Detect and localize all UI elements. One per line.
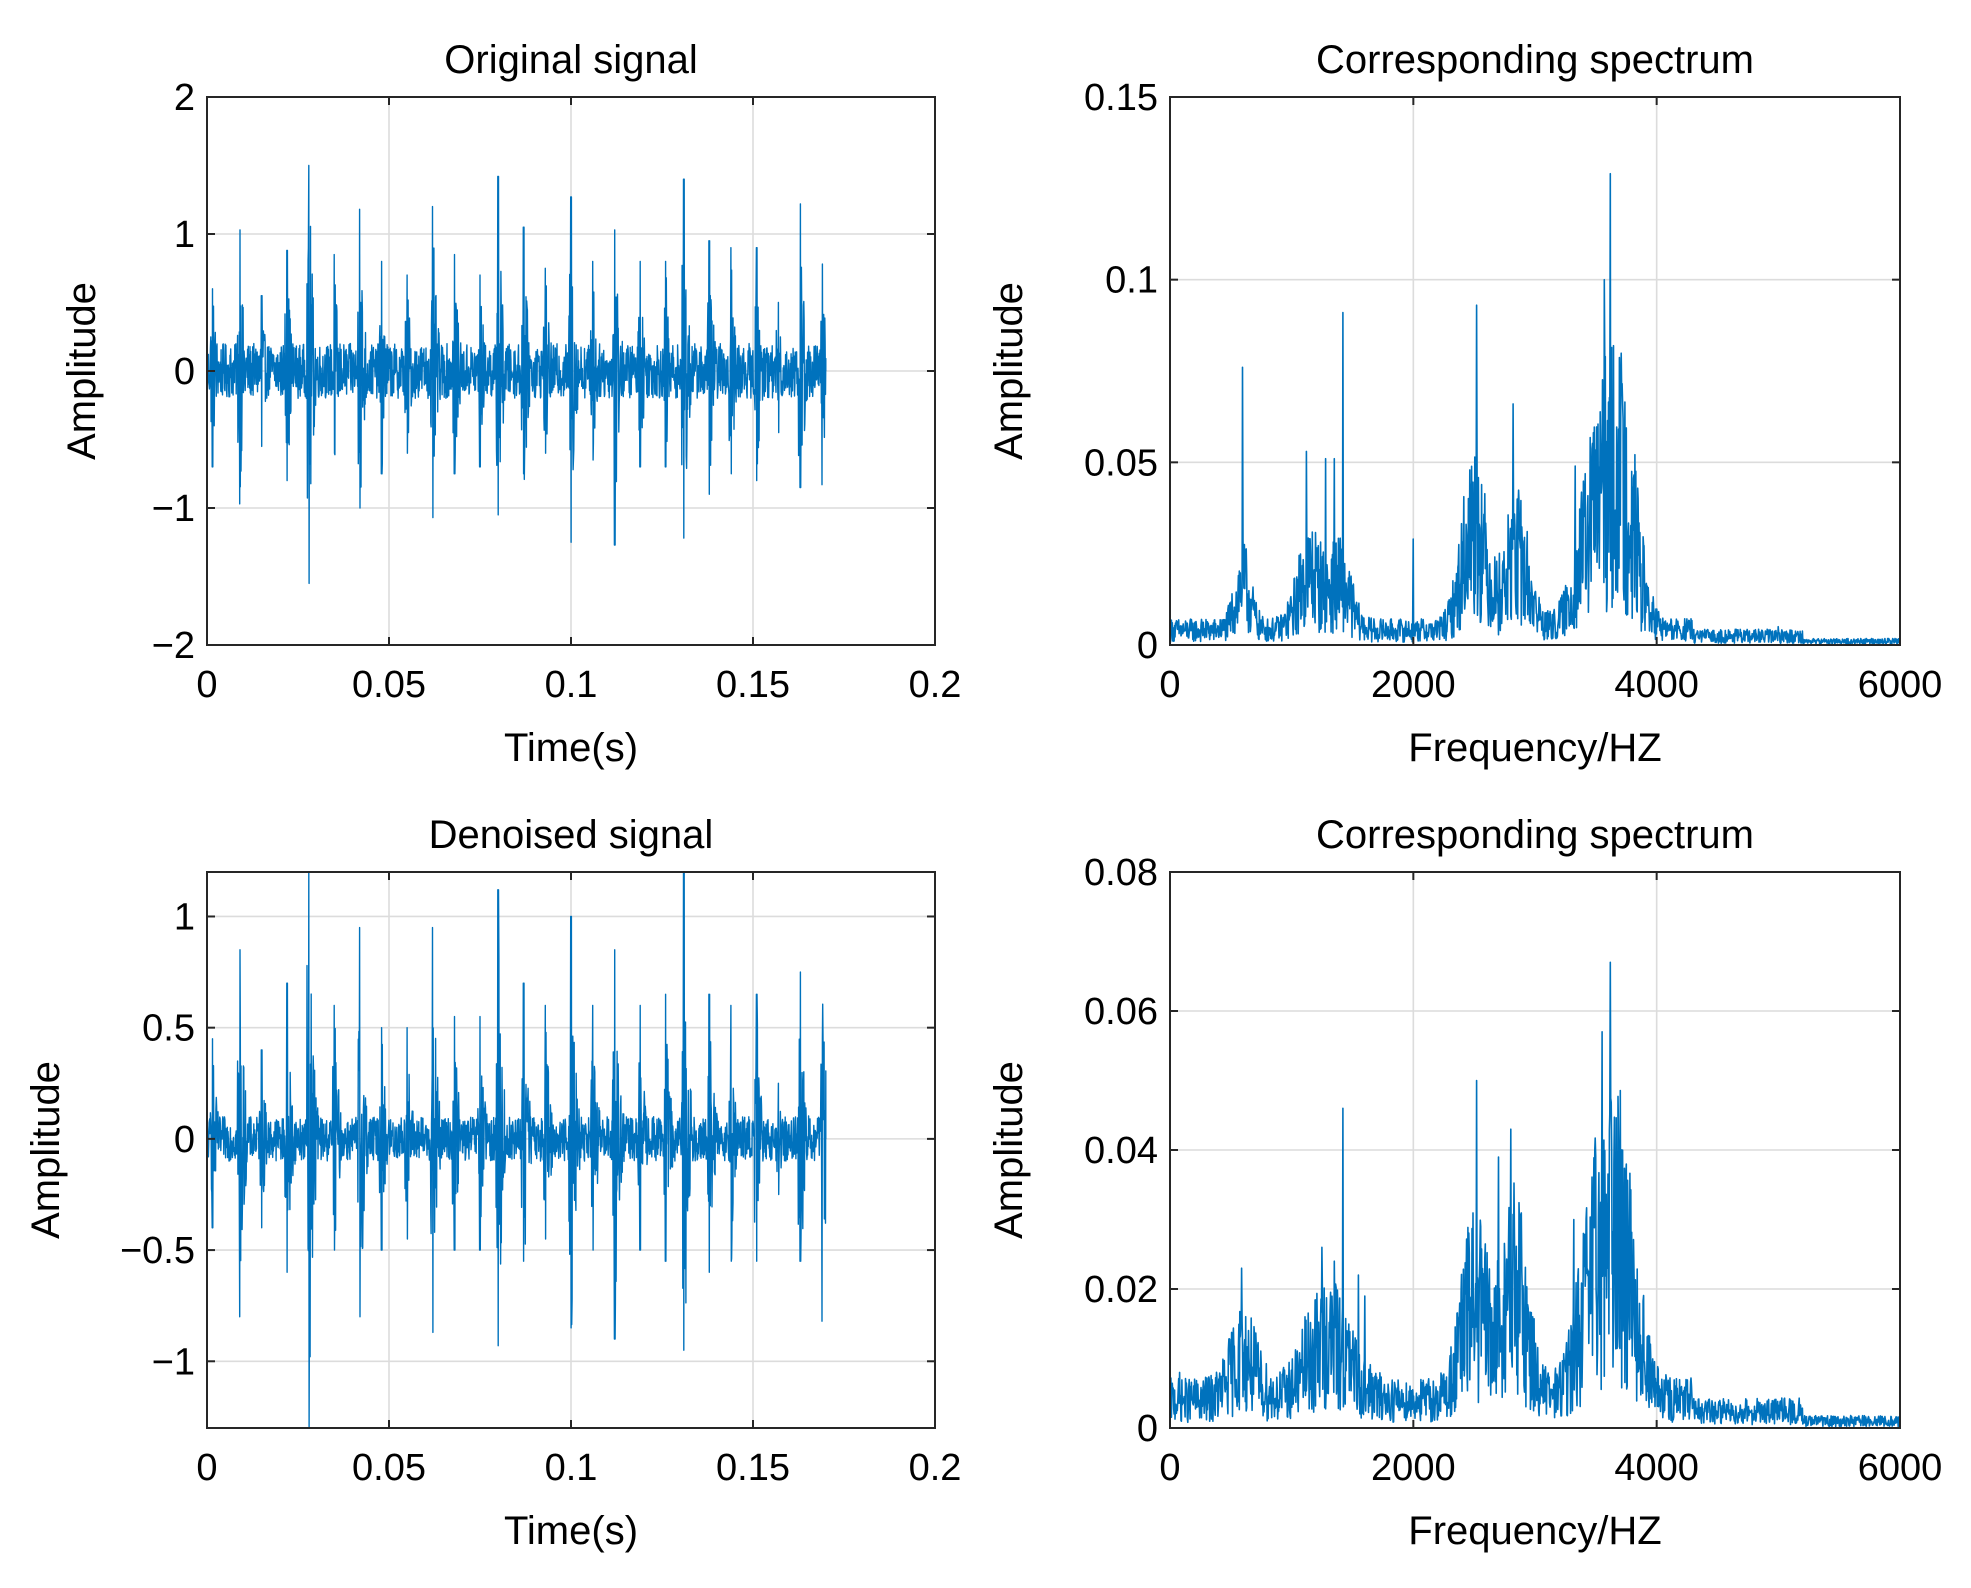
y-tick-label: 0 — [174, 351, 195, 393]
x-tick-label: 0.05 — [352, 664, 426, 706]
x-tick-label: 0.2 — [909, 1447, 962, 1489]
y-tick-label: −2 — [152, 625, 195, 667]
y-tick-label: −0.5 — [120, 1230, 195, 1272]
ticks: 0 0.05 0.1 0.15 0.2 −2 −1 0 1 2 — [152, 77, 962, 706]
chart-title: Original signal — [444, 38, 697, 82]
chart-title: Corresponding spectrum — [1316, 813, 1754, 857]
y-axis-label: Amplitude — [24, 1061, 68, 1239]
y-tick-label: −1 — [152, 1341, 195, 1383]
chart-title: Corresponding spectrum — [1316, 38, 1754, 82]
x-tick-label: 6000 — [1858, 664, 1943, 706]
series-line — [1169, 172, 1901, 646]
y-axis-label: Amplitude — [987, 1061, 1031, 1239]
y-tick-label: 2 — [174, 77, 195, 119]
x-tick-label: 0 — [1159, 1447, 1180, 1489]
x-tick-label: 0.1 — [545, 664, 598, 706]
x-tick-label: 4000 — [1614, 1447, 1699, 1489]
axes-frame — [1169, 96, 1901, 646]
ticks: 0 0.05 0.1 0.15 0.2 −1 −0.5 0 0.5 1 — [120, 872, 961, 1489]
x-axis-label: Time(s) — [504, 726, 638, 770]
x-tick-label: 0 — [1159, 664, 1180, 706]
x-axis-label: Time(s) — [504, 1509, 638, 1553]
x-tick-label: 0.15 — [716, 664, 790, 706]
x-axis-label: Frequency/HZ — [1408, 1509, 1661, 1553]
y-tick-label: 0 — [1137, 1408, 1158, 1450]
chart-title: Denoised signal — [429, 813, 714, 857]
y-tick-label: 0.02 — [1084, 1269, 1158, 1311]
panel-spectrum-top: 0 2000 4000 6000 0 0.05 0.1 0.15 Corresponding … — [987, 38, 1942, 770]
y-tick-label: 0.5 — [142, 1008, 195, 1050]
x-tick-label: 6000 — [1858, 1447, 1943, 1489]
y-tick-label: 1 — [174, 896, 195, 938]
x-tick-label: 2000 — [1371, 1447, 1456, 1489]
y-tick-label: 0.08 — [1084, 852, 1158, 894]
x-tick-label: 0.15 — [716, 1447, 790, 1489]
x-tick-label: 0.2 — [909, 664, 962, 706]
panel-original-signal: 0 0.05 0.1 0.15 0.2 −2 −1 0 1 2 Original signal T… — [60, 38, 961, 770]
y-axis-label: Amplitude — [60, 282, 104, 460]
y-tick-label: 0.1 — [1105, 260, 1158, 302]
ticks: 0 2000 4000 6000 0 0.05 0.1 0.15 — [1084, 77, 1942, 706]
x-axis-label: Frequency/HZ — [1408, 726, 1661, 770]
x-tick-label: 4000 — [1614, 664, 1699, 706]
panel-denoised-signal: 0 0.05 0.1 0.15 0.2 −1 −0.5 0 0.5 1 Denoised sign… — [24, 813, 961, 1553]
series-line — [206, 164, 827, 585]
x-tick-label: 0.05 — [352, 1447, 426, 1489]
y-axis-label: Amplitude — [987, 282, 1031, 460]
y-tick-label: 0.06 — [1084, 991, 1158, 1033]
series-line — [1169, 961, 1901, 1428]
panel-spectrum-bottom: 0 2000 4000 6000 0 0.02 0.04 0.06 0.08 Correspon… — [987, 813, 1942, 1553]
x-tick-label: 0 — [196, 664, 217, 706]
series-line — [206, 871, 827, 1429]
y-tick-label: 0 — [1137, 625, 1158, 667]
y-tick-label: −1 — [152, 488, 195, 530]
x-tick-label: 0.1 — [545, 1447, 598, 1489]
x-tick-label: 2000 — [1371, 664, 1456, 706]
grid — [1169, 96, 1901, 646]
y-tick-label: 0.04 — [1084, 1130, 1158, 1172]
x-tick-label: 0 — [196, 1447, 217, 1489]
y-tick-label: 1 — [174, 214, 195, 256]
y-tick-label: 0.15 — [1084, 77, 1158, 119]
y-tick-label: 0.05 — [1084, 442, 1158, 484]
y-tick-label: 0 — [174, 1119, 195, 1161]
ticks: 0 2000 4000 6000 0 0.02 0.04 0.06 0.08 — [1084, 852, 1942, 1489]
